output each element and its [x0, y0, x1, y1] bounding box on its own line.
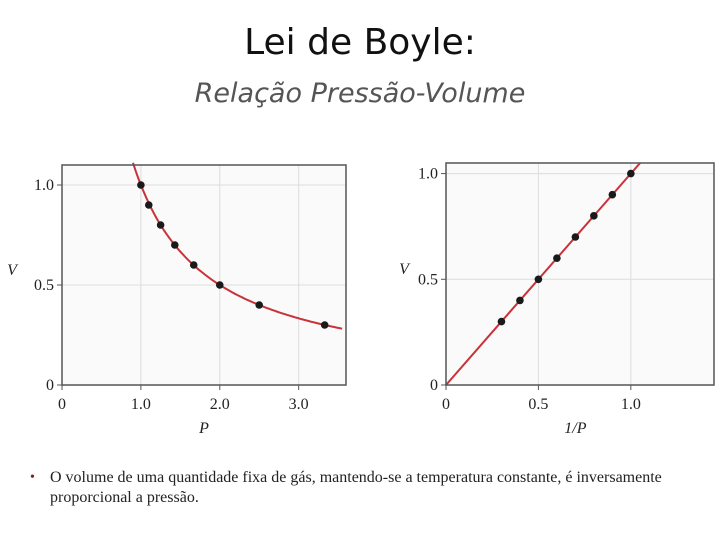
bullet-marker: •: [30, 470, 35, 485]
data-point: [497, 317, 506, 326]
data-point: [608, 190, 617, 199]
plot-frame: [445, 162, 715, 386]
x-tick-label: 0: [442, 396, 450, 413]
data-point: [255, 301, 264, 309]
y-tick-label: 0.5: [418, 271, 438, 288]
fit-curve: [132, 162, 343, 330]
x-axis-title: P: [198, 420, 209, 437]
data-point: [137, 181, 145, 189]
data-point: [534, 275, 543, 284]
y-axis-title: V: [399, 261, 411, 278]
data-point: [215, 281, 224, 289]
bullet-text: O volume de uma quantidade fixa de gás, …: [50, 469, 662, 506]
slide-title: Lei de Boyle:: [244, 22, 476, 63]
x-tick-label: 3.0: [289, 396, 309, 413]
data-point: [320, 321, 329, 329]
x-tick-label: 2.0: [210, 396, 230, 413]
data-point: [571, 233, 580, 241]
data-point: [144, 201, 153, 209]
fit-curve: [445, 162, 641, 386]
plot-area: [446, 163, 714, 385]
bullet-item: • O volume de uma quantidade fixa de gás…: [30, 468, 710, 508]
plot-frame: [61, 164, 347, 386]
y-axis-title: V: [7, 262, 19, 279]
x-tick-label: 0: [58, 396, 66, 413]
slide-subtitle: Relação Pressão-Volume: [194, 78, 526, 109]
x-tick-label: 0.5: [528, 396, 548, 413]
y-tick-label: 0.5: [34, 277, 54, 294]
y-tick-label: 0: [430, 377, 438, 394]
data-point: [590, 212, 598, 220]
x-axis-title: 1/P: [564, 420, 586, 437]
x-tick-label: 1.0: [131, 396, 151, 413]
chart-volume-vs-pressure: 0 1.0 2.0 3.0 0 0.5 1.0 P V: [7, 162, 347, 437]
y-tick-label: 1.0: [418, 166, 438, 183]
data-point: [516, 296, 524, 305]
y-tick-label: 1.0: [34, 177, 54, 194]
y-tick-label: 0: [46, 377, 54, 394]
data-point: [171, 241, 179, 249]
data-point: [553, 254, 561, 262]
data-point: [156, 221, 165, 229]
data-point: [627, 169, 635, 178]
chart-volume-vs-inverse-pressure: 0 0.5 1.0 0 0.5 1.0 1/P V: [399, 162, 715, 437]
data-point: [189, 261, 198, 269]
x-tick-label: 1.0: [621, 396, 641, 413]
